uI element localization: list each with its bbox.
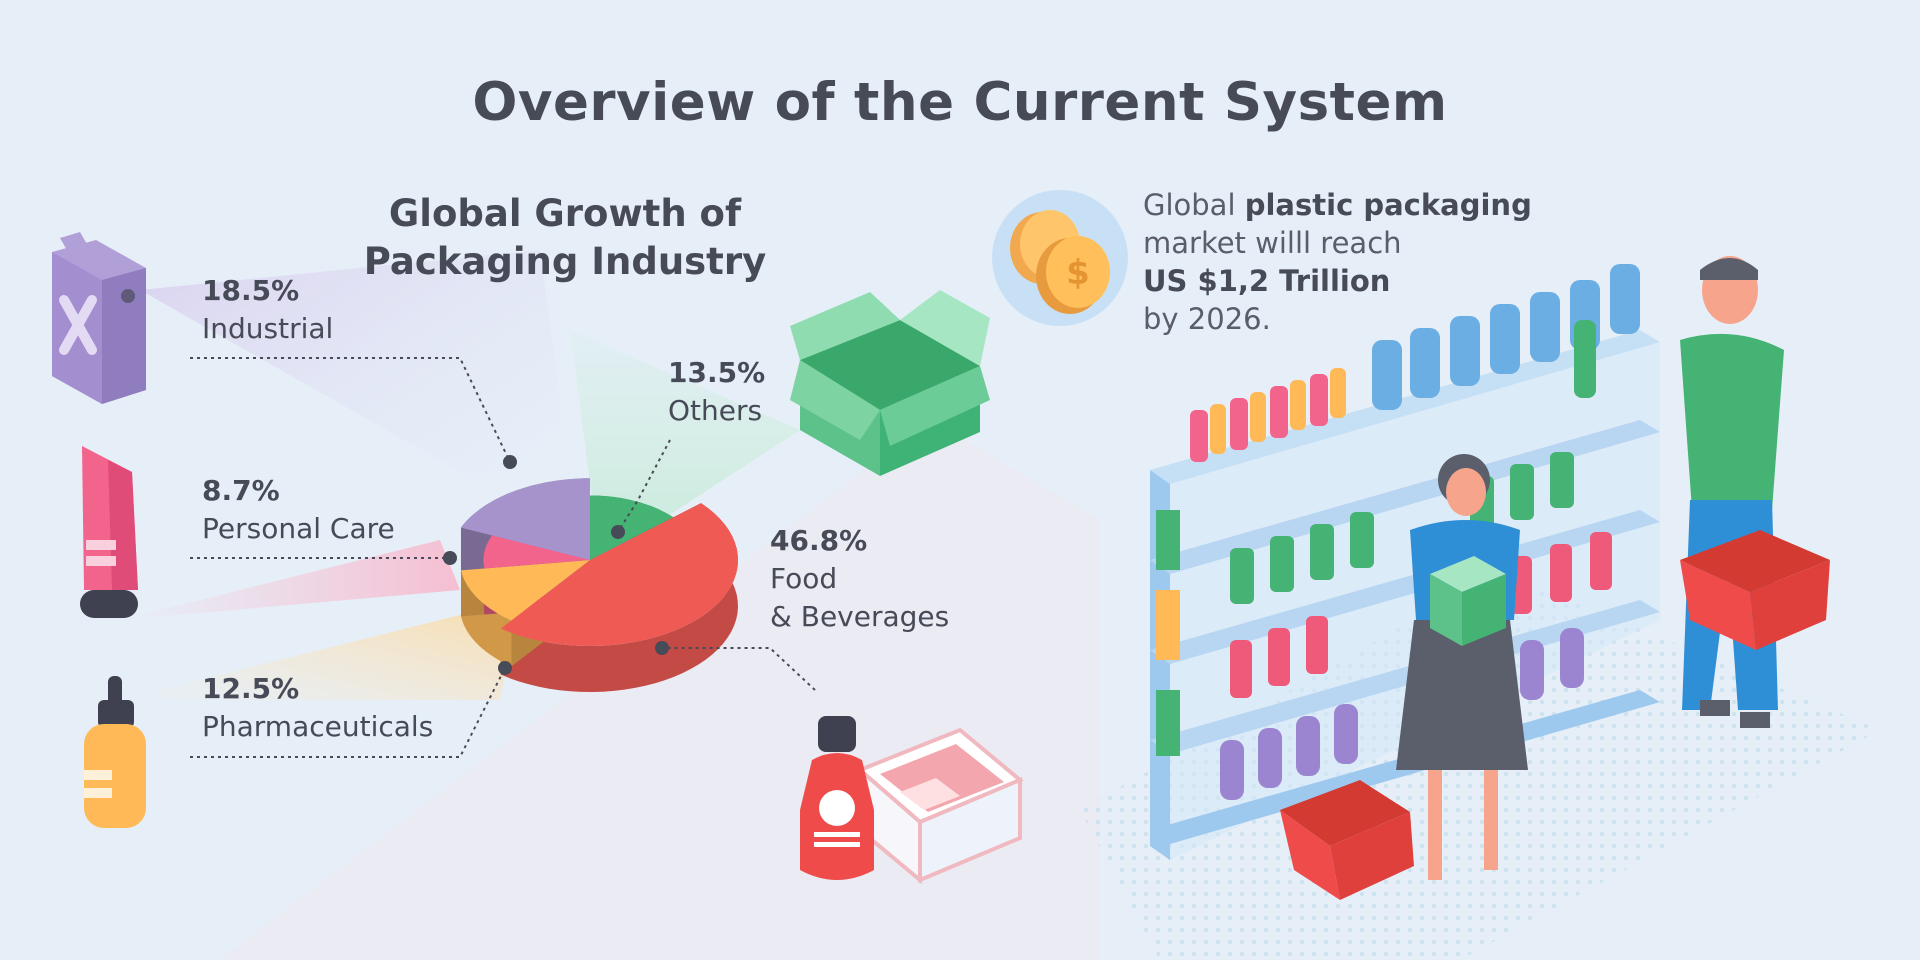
leader-line-others — [617, 439, 671, 533]
category-label: Pharmaceuticals — [202, 710, 434, 743]
pie-side-food-beverages — [500, 503, 738, 692]
dropper-bottle-icon — [84, 676, 146, 828]
sauce-bottle-and-meat-tray-icon — [800, 716, 1024, 885]
pie-top — [461, 478, 738, 646]
man-shopper — [1574, 256, 1830, 728]
svg-text:$: $ — [1066, 253, 1090, 293]
value-label: 46.8% — [770, 524, 868, 557]
leader-dot-others — [611, 525, 625, 539]
store-shelf-illustration — [1150, 264, 1660, 860]
leader-dot-industrial — [503, 455, 517, 469]
coins-icon: $ — [992, 190, 1128, 326]
leader-dot-pharmaceuticals — [498, 661, 512, 675]
beam-industrial — [140, 250, 580, 540]
market-line2: market willl reach — [1143, 226, 1402, 260]
woman-shopper — [1280, 454, 1528, 900]
cream-tube-icon — [80, 446, 138, 618]
market-line1-prefix: Global — [1143, 188, 1245, 222]
page-title: Overview of the Current System — [472, 72, 1448, 133]
category-label: Personal Care — [202, 512, 395, 545]
jerry-can-icon — [52, 232, 146, 404]
market-line3-bold: US $1,2 Trillion — [1143, 264, 1391, 298]
pie-slice-pharmaceuticals — [461, 560, 590, 621]
leader-lines — [190, 357, 816, 758]
value-label: 8.7% — [202, 474, 280, 507]
label-food-beverages: 46.8% Food & Beverages — [770, 522, 949, 636]
category-label: Food — [770, 562, 838, 595]
leader-line-industrial — [190, 357, 511, 463]
label-pharmaceuticals: 12.5% Pharmaceuticals — [202, 670, 433, 746]
market-statement: Global plastic packaging market willl re… — [1143, 186, 1532, 338]
leader-dot-personal-care — [443, 551, 457, 565]
category-label: Others — [668, 394, 763, 427]
pie-slice-food-beverages — [500, 503, 738, 646]
pie-slice-industrial — [461, 478, 590, 560]
leader-dot-food-beverages — [655, 641, 669, 655]
market-line4: by 2026. — [1143, 302, 1271, 336]
value-label: 18.5% — [202, 274, 300, 307]
leader-line-food-beverages — [662, 647, 816, 691]
chart-title: Global Growth of Packaging Industry — [363, 192, 767, 283]
leader-line-pharmaceuticals — [190, 667, 506, 758]
value-label: 12.5% — [202, 672, 300, 705]
market-line1-bold: plastic packaging — [1244, 188, 1532, 222]
label-personal-care: 8.7% Personal Care — [202, 472, 395, 548]
label-industrial: 18.5% Industrial — [202, 272, 333, 348]
label-others: 13.5% Others — [668, 354, 765, 430]
open-cardboard-box-icon — [790, 290, 990, 476]
value-label: 13.5% — [668, 356, 766, 389]
pie-slice-others — [590, 495, 674, 560]
category-label: Industrial — [202, 312, 334, 345]
category-label: & Beverages — [770, 600, 950, 633]
beam-pharmaceuticals — [120, 600, 520, 700]
beam-personal-care — [120, 540, 460, 620]
pie-slice-personal-care — [483, 535, 590, 569]
